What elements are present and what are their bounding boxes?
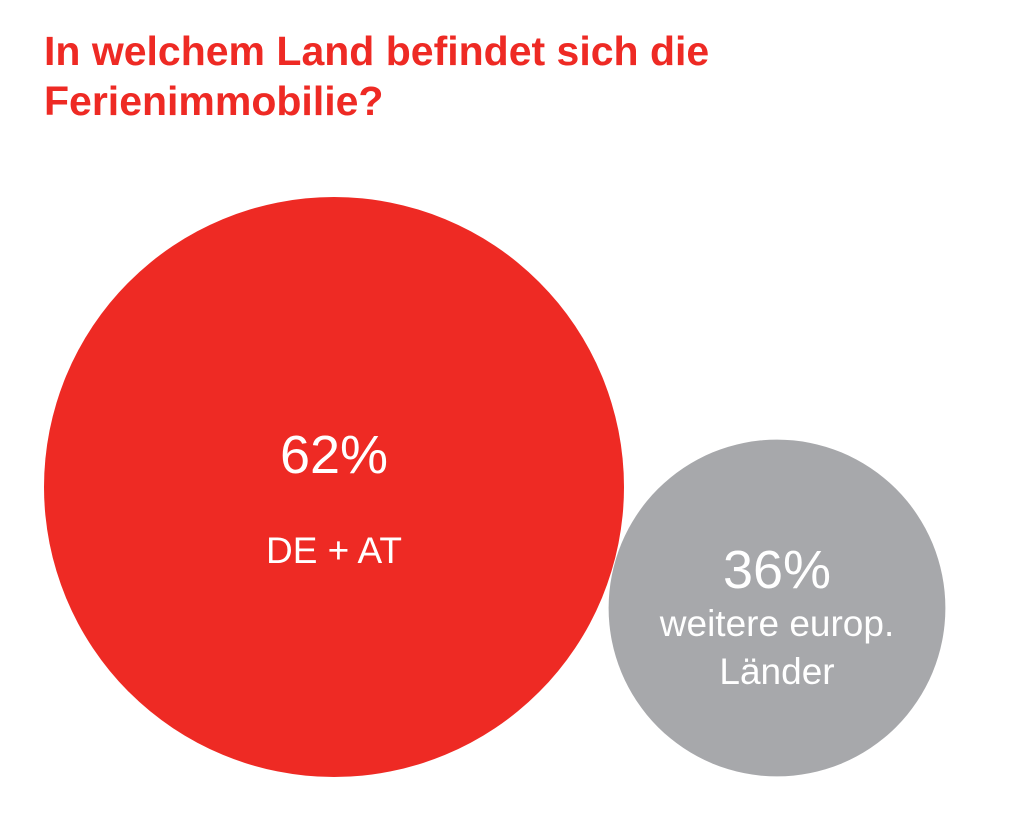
bubble-0 bbox=[44, 197, 624, 777]
bubble-category-label: Länder bbox=[719, 651, 834, 692]
bubble-value-label: 62% bbox=[280, 425, 388, 485]
chart-title: In welchem Land befindet sich die Ferien… bbox=[44, 28, 710, 124]
bubble-1 bbox=[608, 439, 946, 777]
bubble-category-label: DE + AT bbox=[266, 530, 402, 571]
bubble-value-label: 36% bbox=[723, 540, 831, 600]
bubble-category-label: weitere europ. bbox=[659, 603, 894, 644]
